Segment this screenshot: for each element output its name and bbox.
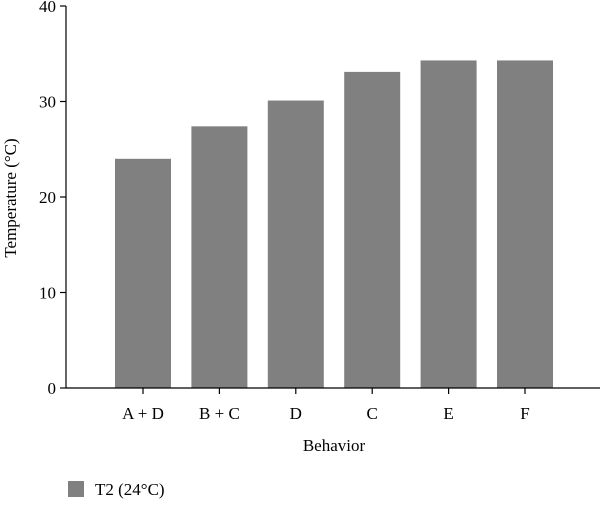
legend-label: T2 (24°C)	[95, 480, 165, 499]
y-tick-label: 30	[39, 93, 56, 112]
x-ticks-group: A + D B + C D C E F	[122, 388, 530, 423]
x-tick-label: E	[443, 404, 453, 423]
bar	[344, 71, 401, 389]
y-tick-label: 20	[39, 188, 56, 207]
x-tick-label: C	[367, 404, 378, 423]
x-tick-label: D	[290, 404, 302, 423]
x-tick-label: B + C	[199, 404, 240, 423]
y-tick-label: 0	[48, 379, 57, 398]
bar	[267, 100, 324, 389]
y-tick-label: 10	[39, 284, 56, 303]
legend: T2 (24°C)	[68, 480, 165, 499]
bar	[191, 126, 248, 388]
y-ticks-group: 0 10 20 30 40	[39, 0, 66, 398]
legend-swatch	[68, 481, 84, 497]
x-axis-title: Behavior	[303, 436, 366, 455]
y-tick-label: 40	[39, 0, 56, 16]
x-tick-label: F	[520, 404, 529, 423]
bar	[420, 60, 477, 389]
bar	[497, 60, 553, 389]
x-tick-label: A + D	[122, 404, 164, 423]
bars-group	[115, 60, 553, 389]
y-axis-title: Temperature (°C)	[1, 138, 20, 257]
bar	[115, 158, 171, 388]
